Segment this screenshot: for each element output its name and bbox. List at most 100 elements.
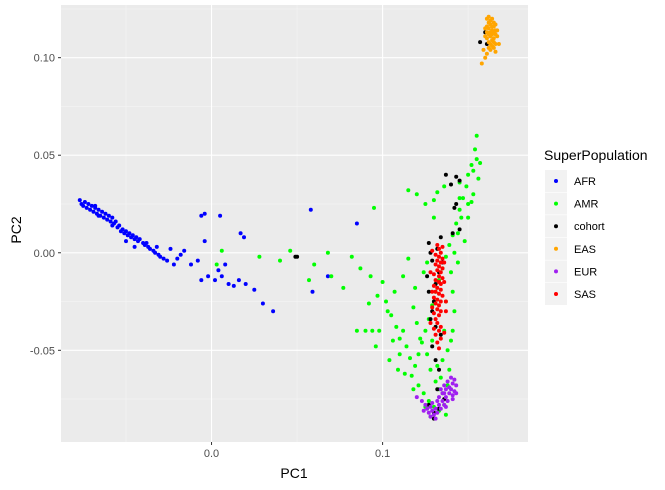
point-amr bbox=[375, 293, 380, 298]
point-afr bbox=[124, 239, 128, 244]
point-sas bbox=[435, 243, 440, 247]
point-sas bbox=[431, 272, 436, 277]
point-cohort bbox=[428, 317, 433, 322]
point-sas bbox=[440, 293, 445, 298]
point-afr bbox=[260, 301, 265, 306]
minor-gridlines bbox=[61, 5, 528, 442]
point-sas bbox=[437, 274, 441, 279]
point-afr bbox=[108, 219, 113, 224]
point-amr bbox=[278, 258, 282, 263]
point-afr bbox=[195, 258, 200, 263]
point-afr bbox=[89, 203, 94, 208]
point-afr bbox=[171, 262, 176, 267]
point-eur bbox=[433, 406, 438, 411]
point-afr bbox=[243, 282, 248, 286]
point-afr bbox=[223, 262, 228, 267]
point-sas bbox=[428, 270, 433, 275]
point-eur bbox=[450, 393, 455, 398]
point-afr bbox=[178, 252, 183, 257]
point-sas bbox=[437, 313, 441, 318]
point-afr bbox=[202, 211, 207, 216]
point-sas bbox=[433, 289, 438, 294]
point-amr bbox=[421, 270, 426, 275]
point-eur bbox=[443, 404, 448, 409]
point-afr bbox=[161, 256, 166, 261]
y-axis-ticks: -0.05 0.00 0.05 0.10 bbox=[30, 53, 61, 357]
legend-label-eur: EUR bbox=[574, 266, 597, 278]
point-eur bbox=[414, 395, 419, 400]
point-sas bbox=[437, 291, 441, 296]
point-eur bbox=[442, 383, 447, 388]
point-eur bbox=[431, 412, 436, 417]
point-amr bbox=[474, 157, 479, 162]
point-sas bbox=[437, 264, 441, 269]
point-amr bbox=[307, 278, 311, 283]
legend-key-sas bbox=[554, 292, 558, 296]
point-cohort bbox=[435, 387, 440, 392]
legend-label-eas: EAS bbox=[574, 244, 596, 256]
point-afr bbox=[148, 246, 152, 251]
point-afr bbox=[236, 278, 241, 283]
point-eas bbox=[481, 47, 486, 52]
point-afr bbox=[206, 274, 211, 279]
point-amr bbox=[454, 221, 459, 226]
point-cohort bbox=[449, 182, 453, 187]
point-sas bbox=[438, 309, 443, 314]
point-cohort bbox=[430, 258, 435, 263]
point-afr bbox=[127, 231, 132, 236]
point-sas bbox=[435, 340, 440, 345]
point-afr bbox=[113, 219, 118, 224]
point-eur bbox=[443, 387, 448, 392]
point-afr bbox=[100, 209, 105, 214]
point-afr bbox=[199, 278, 204, 283]
point-afr bbox=[110, 215, 115, 220]
point-afr bbox=[117, 223, 122, 228]
point-sas bbox=[433, 252, 438, 257]
point-eas bbox=[493, 42, 498, 46]
point-amr bbox=[450, 328, 455, 333]
point-sas bbox=[438, 260, 443, 265]
point-amr bbox=[425, 260, 430, 265]
point-amr bbox=[474, 133, 479, 138]
point-amr bbox=[406, 188, 411, 193]
point-afr bbox=[124, 229, 128, 234]
point-eur bbox=[425, 406, 430, 411]
point-afr bbox=[132, 244, 137, 249]
point-amr bbox=[462, 239, 467, 244]
point-amr bbox=[457, 207, 462, 212]
point-eur bbox=[437, 395, 441, 400]
point-eur bbox=[454, 391, 459, 396]
point-amr bbox=[431, 198, 436, 203]
point-afr bbox=[242, 235, 246, 240]
point-cohort bbox=[425, 274, 430, 279]
point-eas bbox=[495, 34, 500, 39]
point-sas bbox=[428, 321, 433, 325]
point-cohort bbox=[454, 202, 459, 206]
legend-key-eas bbox=[554, 246, 558, 251]
point-amr bbox=[349, 254, 354, 259]
point-eur bbox=[430, 408, 435, 413]
point-afr bbox=[154, 244, 159, 249]
point-amr bbox=[385, 309, 390, 314]
legend-key-amr bbox=[554, 201, 558, 206]
point-eur bbox=[426, 410, 431, 415]
point-sas bbox=[438, 282, 443, 286]
point-sas bbox=[440, 266, 445, 271]
point-sas bbox=[442, 330, 447, 335]
point-amr bbox=[455, 260, 460, 265]
point-amr bbox=[430, 338, 435, 343]
point-amr bbox=[442, 184, 447, 189]
point-eur bbox=[428, 414, 433, 419]
point-sas bbox=[438, 270, 443, 275]
point-amr bbox=[473, 147, 477, 152]
point-afr bbox=[103, 211, 108, 216]
point-afr bbox=[310, 289, 315, 294]
point-eur bbox=[433, 416, 438, 421]
point-eur bbox=[419, 399, 424, 403]
point-sas bbox=[433, 278, 438, 283]
point-sas bbox=[438, 287, 443, 292]
point-cohort bbox=[457, 227, 462, 232]
point-amr bbox=[397, 336, 402, 341]
point-afr bbox=[153, 250, 158, 255]
